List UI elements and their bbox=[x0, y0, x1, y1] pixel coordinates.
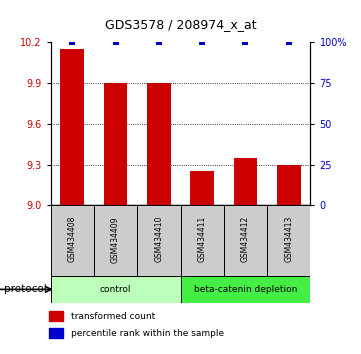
Text: transformed count: transformed count bbox=[71, 312, 155, 321]
Bar bbox=[224, 205, 267, 276]
Point bbox=[199, 40, 205, 45]
Text: GSM434408: GSM434408 bbox=[68, 216, 77, 263]
Text: GSM434413: GSM434413 bbox=[284, 216, 293, 263]
Bar bbox=[180, 205, 224, 276]
Bar bbox=[180, 276, 310, 303]
Bar bbox=[60, 49, 84, 205]
Text: GSM434411: GSM434411 bbox=[198, 216, 206, 262]
Point bbox=[286, 40, 292, 45]
Bar bbox=[137, 205, 180, 276]
Point bbox=[69, 40, 75, 45]
Text: GSM434409: GSM434409 bbox=[111, 216, 120, 263]
Point bbox=[113, 40, 118, 45]
Text: control: control bbox=[100, 285, 131, 294]
Point bbox=[243, 40, 248, 45]
Bar bbox=[94, 205, 137, 276]
Bar bbox=[147, 83, 171, 205]
Bar bbox=[277, 165, 301, 205]
Bar bbox=[49, 311, 62, 321]
Text: GDS3578 / 208974_x_at: GDS3578 / 208974_x_at bbox=[105, 18, 256, 31]
Text: GSM434410: GSM434410 bbox=[155, 216, 163, 263]
Bar bbox=[190, 171, 214, 205]
Bar bbox=[49, 328, 62, 338]
Bar bbox=[51, 205, 94, 276]
Text: beta-catenin depletion: beta-catenin depletion bbox=[194, 285, 297, 294]
Bar bbox=[267, 205, 310, 276]
Point bbox=[156, 40, 162, 45]
Text: GSM434412: GSM434412 bbox=[241, 216, 250, 262]
Bar bbox=[104, 83, 127, 205]
Text: protocol: protocol bbox=[4, 284, 46, 295]
Bar bbox=[234, 158, 257, 205]
Bar bbox=[51, 276, 180, 303]
Text: percentile rank within the sample: percentile rank within the sample bbox=[71, 329, 224, 338]
